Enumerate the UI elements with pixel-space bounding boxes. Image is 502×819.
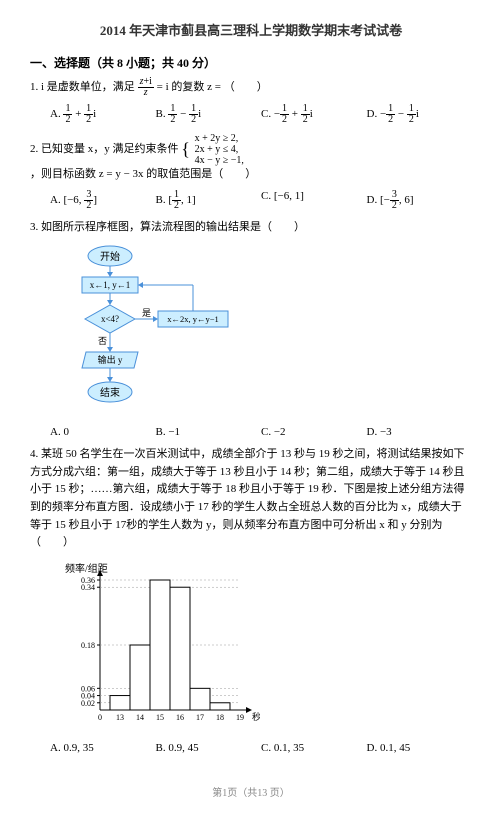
- svg-text:18: 18: [216, 713, 224, 722]
- q4-opt-c: C. 0.1, 35: [261, 742, 367, 754]
- flowchart: 开始 x←1, y←1 x<4? 是 x←2x, y←y−1 否 输出 y 结束: [60, 244, 472, 418]
- histogram-svg: 频率/组距0.360.340.180.060.040.0201314151617…: [60, 560, 260, 730]
- q3-options: A. 0 B. −1 C. −2 D. −3: [50, 426, 472, 438]
- q1-text: 1. i 是虚数单位，满足: [30, 81, 138, 93]
- flowchart-svg: 开始 x←1, y←1 x<4? 是 x←2x, y←y−1 否 输出 y 结束: [60, 244, 240, 414]
- q1-opt-d: D. −12 − 12i: [367, 104, 473, 125]
- q1-opt-a: A. 12 + 12i: [50, 104, 156, 125]
- flow-output: 输出 y: [98, 354, 123, 365]
- q2-opt-a: A. [−6, 32]: [50, 190, 156, 211]
- svg-text:0.34: 0.34: [81, 583, 95, 592]
- q4-opt-a: A. 0.9, 35: [50, 742, 156, 754]
- q1-options: A. 12 + 12i B. 12 − 12i C. −12 + 12i D. …: [50, 104, 472, 125]
- svg-text:19: 19: [236, 713, 244, 722]
- svg-text:14: 14: [136, 713, 144, 722]
- q2-constraints: x + 2y ≥ 2, 2x + y ≤ 4, 4x − y ≥ −1,: [195, 133, 244, 166]
- q2-opt-b: B. [12, 1]: [156, 190, 262, 211]
- flow-no: 否: [98, 336, 107, 346]
- svg-text:0.18: 0.18: [81, 641, 95, 650]
- flow-yes: 是: [142, 308, 151, 318]
- histogram: 频率/组距0.360.340.180.060.040.0201314151617…: [60, 560, 472, 734]
- flow-update: x←2x, y←y−1: [167, 314, 219, 324]
- flow-start: 开始: [100, 250, 120, 263]
- q3-opt-d: D. −3: [367, 426, 473, 438]
- svg-text:0: 0: [98, 713, 102, 722]
- flow-cond: x<4?: [101, 314, 119, 324]
- q4-opt-b: B. 0.9, 45: [156, 742, 262, 754]
- q1-opt-c: C. −12 + 12i: [261, 104, 367, 125]
- q2-opt-c: C. [−6, 1]: [261, 190, 367, 211]
- flow-end: 结束: [100, 386, 120, 399]
- q3-opt-c: C. −2: [261, 426, 367, 438]
- question-3: 3. 如图所示程序框图，算法流程图的输出结果是（ ）: [30, 219, 472, 237]
- question-4: 4. 某班 50 名学生在一次百米测试中，成绩全部介于 13 秒与 19 秒之间…: [30, 446, 472, 552]
- q2-opt-d: D. [−32, 6]: [367, 190, 473, 211]
- svg-text:0.02: 0.02: [81, 699, 95, 708]
- svg-text:15: 15: [156, 713, 164, 722]
- svg-text:秒: 秒: [252, 711, 260, 722]
- q1-text2: = i 的复数 z = （ ）: [157, 81, 268, 93]
- q3-opt-a: A. 0: [50, 426, 156, 438]
- q2-text2: ，则目标函数 z = y − 3x 的取值范围是（ ）: [30, 168, 256, 180]
- q3-opt-b: B. −1: [156, 426, 262, 438]
- q1-opt-b: B. 12 − 12i: [156, 104, 262, 125]
- svg-text:13: 13: [116, 713, 124, 722]
- q4-opt-d: D. 0.1, 45: [367, 742, 473, 754]
- q2-text: 2. 已知变量 x，y 满足约束条件: [30, 143, 181, 155]
- question-2: 2. 已知变量 x，y 满足约束条件 { x + 2y ≥ 2, 2x + y …: [30, 133, 472, 184]
- q4-options: A. 0.9, 35 B. 0.9, 45 C. 0.1, 35 D. 0.1,…: [50, 742, 472, 754]
- q2-options: A. [−6, 32] B. [12, 1] C. [−6, 1] D. [−3…: [50, 190, 472, 211]
- svg-text:16: 16: [176, 713, 184, 722]
- svg-text:17: 17: [196, 713, 204, 722]
- page-footer: 第1页（共13 页）: [30, 784, 472, 799]
- section-header: 一、选择题（共 8 小题；共 40 分）: [30, 54, 472, 71]
- question-1: 1. i 是虚数单位，满足 z+iz = i 的复数 z = （ ）: [30, 77, 472, 98]
- exam-title: 2014 年天津市蓟县高三理科上学期数学期末考试试卷: [30, 20, 472, 39]
- flow-init: x←1, y←1: [90, 280, 131, 290]
- q1-frac: z+iz: [138, 77, 154, 98]
